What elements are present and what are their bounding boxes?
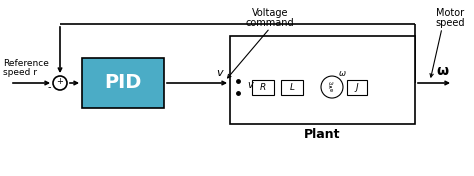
Text: J: J <box>356 83 358 92</box>
Text: +: + <box>56 77 64 86</box>
Text: Voltage: Voltage <box>252 8 288 18</box>
Text: command: command <box>246 18 294 28</box>
FancyBboxPatch shape <box>252 80 274 95</box>
Text: -: - <box>47 82 51 92</box>
FancyBboxPatch shape <box>347 80 367 95</box>
Text: e: e <box>329 87 333 93</box>
Text: Reference: Reference <box>3 59 49 68</box>
FancyBboxPatch shape <box>82 58 164 108</box>
Text: $\omega$: $\omega$ <box>328 80 334 87</box>
Text: speed: speed <box>435 18 465 28</box>
Text: PID: PID <box>104 74 142 93</box>
Text: $\bfω$: $\bfω$ <box>436 64 450 78</box>
Text: R: R <box>260 83 266 92</box>
Text: L: L <box>290 83 294 92</box>
Text: Plant: Plant <box>304 128 341 142</box>
Circle shape <box>53 76 67 90</box>
FancyBboxPatch shape <box>281 80 303 95</box>
Circle shape <box>321 76 343 98</box>
Text: Motor: Motor <box>436 8 464 18</box>
Text: speed r: speed r <box>3 68 37 77</box>
FancyBboxPatch shape <box>230 36 415 124</box>
Text: $\omega$: $\omega$ <box>337 68 346 78</box>
Text: v: v <box>217 68 223 78</box>
Text: v: v <box>247 80 253 90</box>
